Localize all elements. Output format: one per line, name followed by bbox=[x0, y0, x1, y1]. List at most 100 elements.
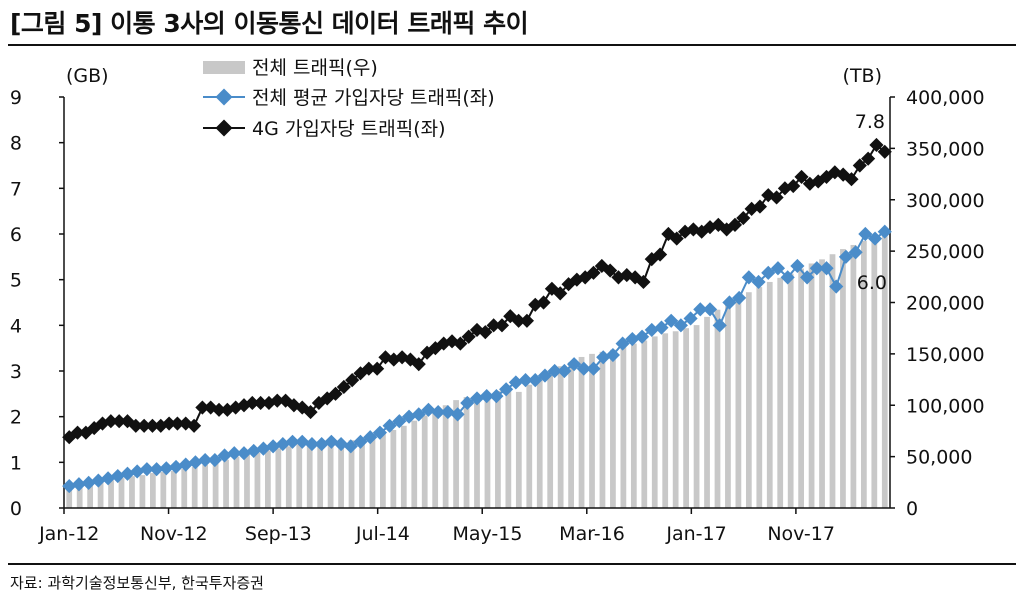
bar bbox=[306, 442, 313, 508]
avg-traffic-point bbox=[809, 261, 824, 276]
avg-traffic-point bbox=[275, 436, 290, 452]
bar bbox=[327, 442, 334, 508]
lte-traffic-point bbox=[536, 295, 551, 310]
x-tick-label: Jan-17 bbox=[665, 523, 726, 545]
bar bbox=[87, 484, 94, 508]
bar bbox=[704, 316, 710, 508]
avg-traffic-point bbox=[236, 446, 252, 461]
bar bbox=[296, 444, 303, 508]
lte-traffic-point bbox=[253, 395, 268, 411]
bar bbox=[798, 268, 804, 508]
bar bbox=[275, 448, 282, 508]
bar bbox=[766, 281, 773, 508]
right-tick-label: 300,000 bbox=[906, 190, 985, 212]
bar bbox=[348, 440, 355, 508]
bar bbox=[787, 273, 794, 508]
bar bbox=[495, 390, 501, 508]
bar bbox=[97, 482, 104, 508]
avg-traffic-point bbox=[353, 434, 368, 449]
bar bbox=[819, 259, 825, 508]
avg-traffic-point bbox=[382, 418, 397, 433]
avg-traffic-point bbox=[130, 464, 145, 479]
bar bbox=[442, 405, 449, 508]
bar bbox=[599, 351, 606, 508]
x-tick-label: Jul-14 bbox=[355, 523, 410, 545]
avg-traffic-point bbox=[547, 363, 562, 379]
bar bbox=[129, 476, 135, 508]
bar bbox=[359, 438, 365, 508]
x-tick-label: May-15 bbox=[452, 523, 522, 545]
right-tick-label: 200,000 bbox=[906, 293, 985, 315]
bar bbox=[432, 410, 439, 508]
lte-traffic-point bbox=[877, 144, 892, 159]
avg-traffic-point bbox=[829, 279, 844, 294]
x-tick-label: Nov-17 bbox=[767, 523, 835, 545]
avg-traffic-point bbox=[702, 302, 718, 317]
bar bbox=[191, 466, 198, 508]
lte-traffic-point bbox=[769, 190, 784, 205]
lte-traffic-point bbox=[494, 318, 510, 333]
lte-traffic-point bbox=[170, 416, 185, 431]
bar bbox=[808, 263, 815, 508]
avg-traffic-point bbox=[217, 448, 232, 463]
bar bbox=[672, 331, 679, 508]
avg-traffic-point bbox=[625, 331, 640, 347]
bar bbox=[829, 254, 836, 508]
left-tick-label: 5 bbox=[10, 270, 22, 292]
avg-traffic-point bbox=[644, 322, 659, 337]
avg-traffic-point bbox=[634, 329, 650, 344]
avg-traffic-point bbox=[149, 462, 164, 477]
left-axis-ticks: 0 1 2 3 4 5 6 7 8 9 bbox=[10, 87, 64, 520]
avg-traffic-point bbox=[819, 261, 834, 276]
left-axis-unit: (GB) bbox=[66, 65, 109, 87]
legend-label-total: 전체 트래픽(우) bbox=[252, 57, 378, 79]
bar bbox=[223, 459, 229, 508]
lte-traffic-point bbox=[586, 265, 601, 280]
bar bbox=[756, 287, 763, 508]
avg-traffic-point bbox=[712, 318, 727, 333]
x-axis-ticks: Jan-12 Nov-12 Sep-13 Jul-14 May-15 Mar-16 Jan-… bbox=[38, 508, 835, 545]
lte-traffic-point bbox=[752, 199, 768, 214]
lte-traffic-point bbox=[453, 336, 468, 351]
bar bbox=[881, 232, 888, 508]
bar bbox=[76, 485, 83, 508]
bar bbox=[630, 343, 637, 508]
avg-traffic-point bbox=[343, 439, 358, 454]
avg-traffic-point bbox=[139, 462, 154, 477]
avg-traffic-point bbox=[469, 391, 485, 406]
right-tick-label: 250,000 bbox=[906, 241, 985, 263]
avg-traffic-point bbox=[411, 407, 426, 422]
left-tick-label: 8 bbox=[10, 133, 22, 155]
x-tick-label: Jan-12 bbox=[38, 523, 99, 545]
lte-traffic-point bbox=[303, 405, 318, 420]
bar bbox=[683, 328, 689, 508]
bar bbox=[233, 456, 240, 509]
right-tick-label: 50,000 bbox=[906, 447, 972, 469]
bar bbox=[108, 480, 114, 508]
source-note: 자료: 과학기술정보통신부, 한국투자증권 bbox=[10, 574, 264, 592]
right-axis-unit: (TB) bbox=[843, 65, 882, 87]
bar bbox=[212, 462, 219, 508]
avg-traffic-point bbox=[683, 311, 698, 326]
lte-traffic-point bbox=[861, 151, 876, 166]
bar bbox=[453, 400, 459, 508]
avg-traffic-point bbox=[304, 436, 320, 452]
bar bbox=[118, 478, 125, 508]
bar bbox=[557, 366, 564, 508]
total-traffic-bars bbox=[66, 232, 888, 509]
lte-traffic-point bbox=[844, 172, 859, 187]
right-tick-label: 150,000 bbox=[906, 344, 985, 366]
avg-traffic-point bbox=[780, 270, 795, 285]
bar bbox=[850, 244, 857, 508]
bar bbox=[139, 475, 146, 508]
lte-traffic-point bbox=[486, 318, 501, 333]
lte-traffic-point bbox=[478, 325, 493, 340]
left-tick-label: 2 bbox=[10, 407, 22, 429]
left-tick-label: 4 bbox=[10, 315, 22, 337]
bar bbox=[400, 425, 407, 508]
avg-traffic-point bbox=[800, 270, 815, 285]
lte-traffic-point bbox=[336, 379, 351, 395]
left-tick-label: 1 bbox=[10, 452, 22, 474]
figure-title: [그림 5] 이통 3사의 이동통신 데이터 트래픽 추이 bbox=[10, 9, 529, 38]
